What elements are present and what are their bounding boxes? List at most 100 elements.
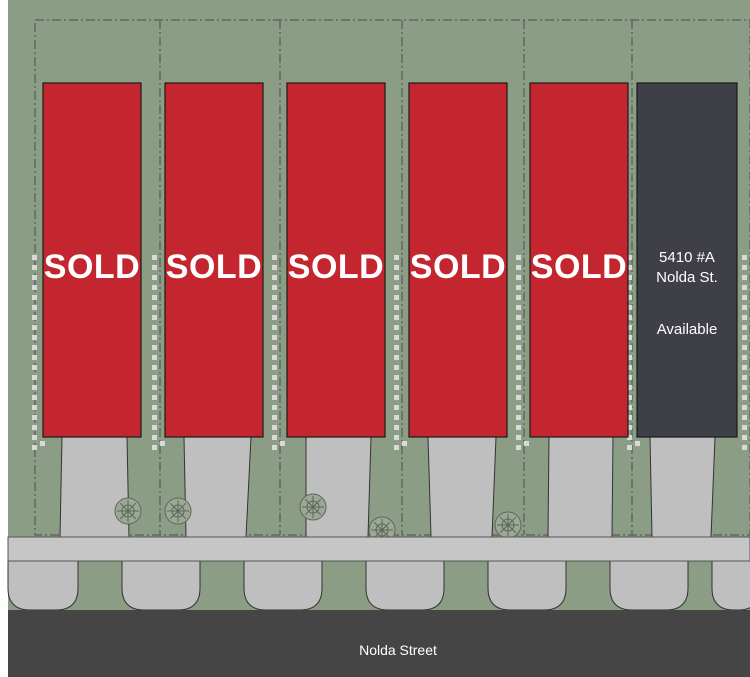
paver-dot [280, 441, 285, 446]
paver-dot [742, 375, 747, 380]
paver-dot [516, 395, 521, 400]
sold-label: SOLD [166, 248, 262, 286]
tree-icon [494, 511, 522, 539]
driveway [305, 436, 372, 538]
driveway-apron [7, 560, 79, 611]
paver-dot [152, 425, 157, 430]
paver-dot [32, 295, 37, 300]
paver-dot [516, 255, 521, 260]
lot-building [42, 82, 142, 438]
paver-dot [152, 285, 157, 290]
paver-dot [272, 355, 277, 360]
lot-sold[interactable]: SOLD [408, 82, 508, 438]
paver-dot [32, 335, 37, 340]
paver-dot [272, 375, 277, 380]
lot-address-line1: 5410 #A [659, 249, 715, 266]
paver-dot [516, 405, 521, 410]
paver-dot [272, 335, 277, 340]
paver-dot [272, 265, 277, 270]
paver-dot [272, 395, 277, 400]
paver-dot [272, 305, 277, 310]
paver-dot [627, 275, 632, 280]
paver-dot [32, 285, 37, 290]
paver-dot [394, 275, 399, 280]
paver-dot [152, 385, 157, 390]
tree-icon [164, 497, 192, 525]
paver-dot [627, 355, 632, 360]
paver-dot [742, 445, 747, 450]
driveway-apron [365, 560, 445, 611]
paver-dot [152, 415, 157, 420]
lot-building [164, 82, 264, 438]
paver-dot [524, 441, 529, 446]
paver-dot [394, 405, 399, 410]
paver-dot [272, 275, 277, 280]
paver-dot [627, 415, 632, 420]
paver-dot [272, 365, 277, 370]
driveway-apron [711, 560, 750, 611]
paver-dot [516, 275, 521, 280]
paver-dot [742, 355, 747, 360]
paver-dot [516, 435, 521, 440]
paver-dot [272, 405, 277, 410]
paver-dot [272, 255, 277, 260]
paver-dot [152, 355, 157, 360]
paver-dot [516, 425, 521, 430]
paver-dot [152, 375, 157, 380]
paver-dot [32, 395, 37, 400]
paver-dot [516, 445, 521, 450]
lot-sold[interactable]: SOLD [529, 82, 629, 438]
paver-dot [40, 441, 45, 446]
paver-dot [152, 365, 157, 370]
lot-status-text: Available [657, 321, 718, 338]
paver-dot [394, 415, 399, 420]
paver-dot [32, 345, 37, 350]
paver-dot [742, 435, 747, 440]
paver-dot [394, 445, 399, 450]
paver-dot [272, 435, 277, 440]
driveway [59, 436, 130, 538]
paver-dot [627, 385, 632, 390]
paver-dot [516, 415, 521, 420]
sold-label: SOLD [288, 248, 384, 286]
paver-dot [627, 295, 632, 300]
lot-available[interactable]: 5410 #A Nolda St. Available [636, 82, 738, 438]
paver-dot [32, 265, 37, 270]
paver-dot [272, 385, 277, 390]
paver-dot [627, 285, 632, 290]
paver-dot [742, 275, 747, 280]
paver-dot [627, 395, 632, 400]
paver-dot [516, 355, 521, 360]
lot-sold[interactable]: SOLD [164, 82, 264, 438]
paver-dot [516, 385, 521, 390]
paver-dot [627, 435, 632, 440]
paver-dot [516, 335, 521, 340]
paver-dot [627, 375, 632, 380]
paver-dot [272, 425, 277, 430]
paver-dot [627, 425, 632, 430]
paver-dot [32, 385, 37, 390]
paver-dot [742, 415, 747, 420]
paver-dot [742, 365, 747, 370]
sold-label: SOLD [531, 248, 627, 286]
paver-dot [627, 255, 632, 260]
paver-dot [742, 385, 747, 390]
lot-sold[interactable]: SOLD [286, 82, 386, 438]
street-label: Nolda Street [359, 642, 437, 658]
paver-dot [394, 325, 399, 330]
paver-dot [272, 315, 277, 320]
paver-dot [742, 295, 747, 300]
paver-dot [627, 265, 632, 270]
lot-sold[interactable]: SOLD [42, 82, 142, 438]
paver-dot [742, 425, 747, 430]
paver-dot [32, 355, 37, 360]
driveway-apron [121, 560, 201, 611]
paver-dot [394, 365, 399, 370]
paver-dot [394, 395, 399, 400]
paver-dot [32, 405, 37, 410]
paver-dot [152, 335, 157, 340]
lot-address-line2: Nolda St. [656, 269, 718, 286]
paver-dot [152, 295, 157, 300]
lot-building [529, 82, 629, 438]
